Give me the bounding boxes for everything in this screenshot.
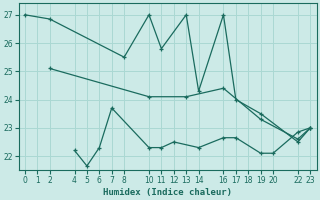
X-axis label: Humidex (Indice chaleur): Humidex (Indice chaleur) [103,188,232,197]
